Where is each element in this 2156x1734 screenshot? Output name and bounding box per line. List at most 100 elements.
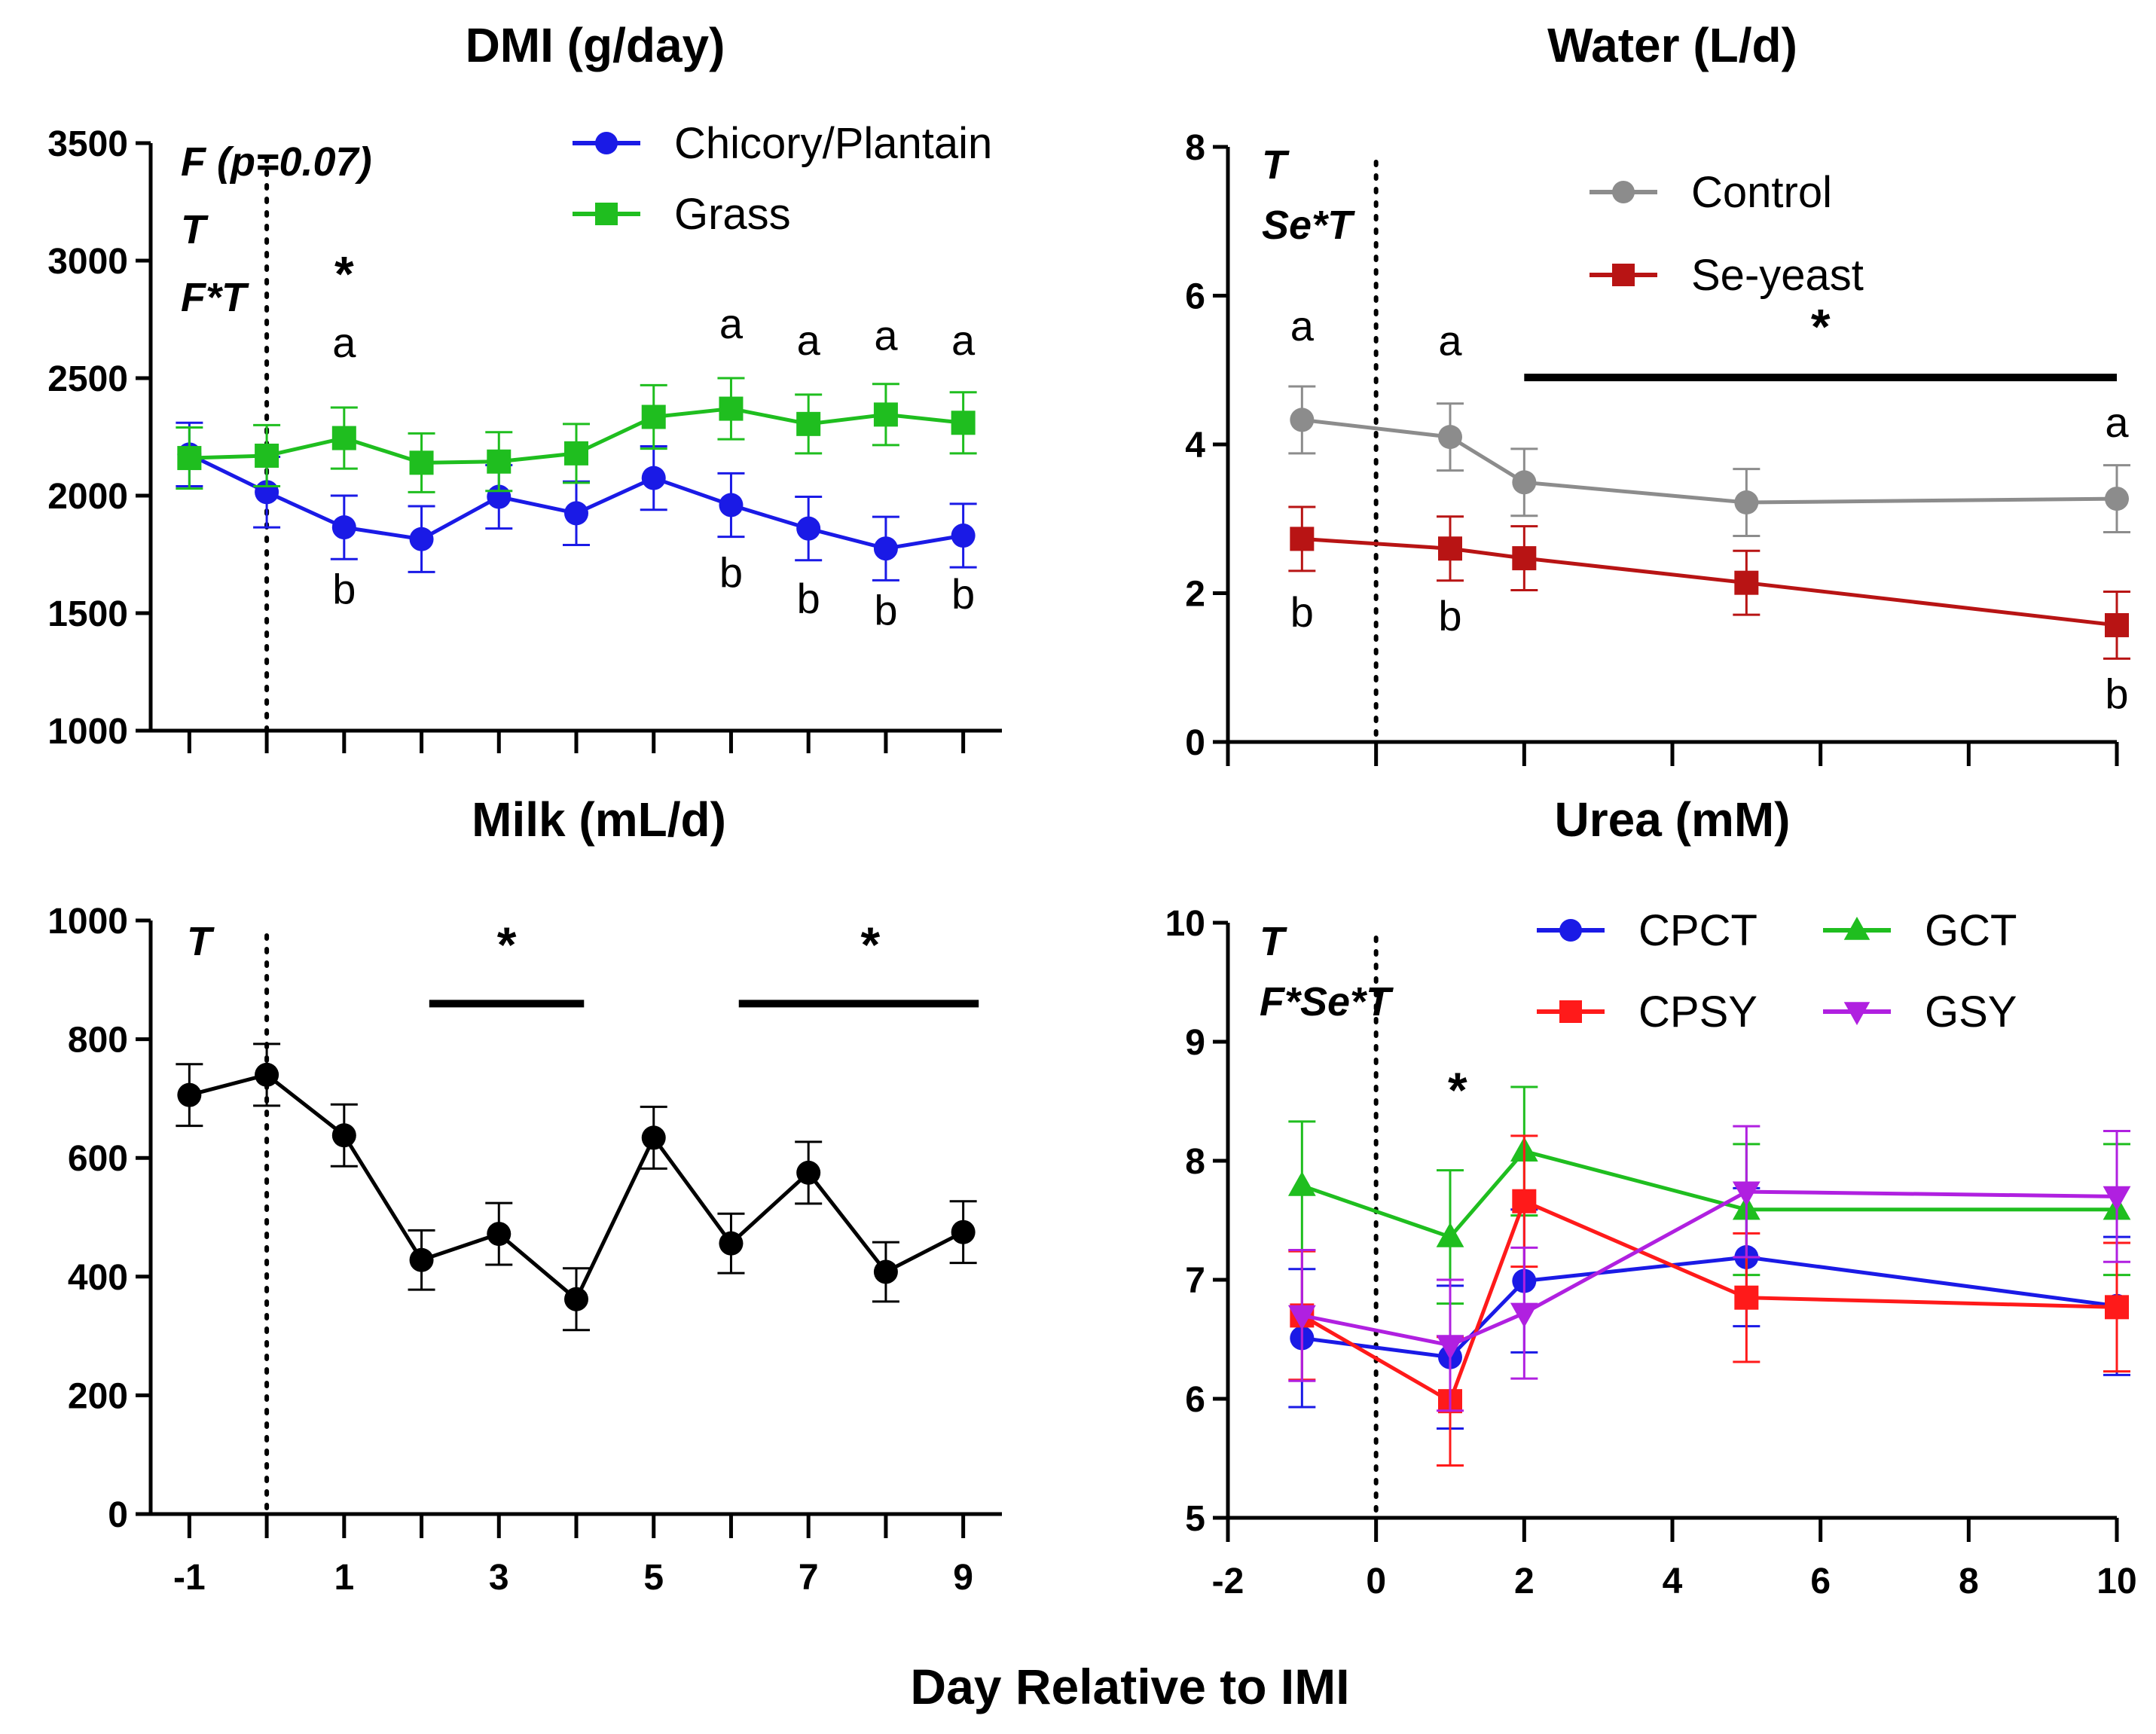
- chart-milk: Milk (mL/d) 0 200 400 600 800 1000 -1 1 3 5 7 9 T * *: [47, 792, 1002, 1598]
- y-tick-label: 5: [1185, 1499, 1205, 1539]
- effect-label: F*Se*T: [1260, 979, 1394, 1024]
- group-letter: a: [719, 300, 744, 347]
- significance-star: *: [1811, 299, 1831, 355]
- y-tick-label: 1000: [47, 712, 128, 752]
- legend-label: Se-yeast: [1691, 251, 1864, 300]
- legend-label: CPSY: [1638, 988, 1757, 1036]
- data-point: [564, 501, 588, 526]
- data-point: [873, 536, 898, 561]
- group-letter: a: [1290, 302, 1315, 350]
- data-point: [331, 515, 356, 540]
- data-point: [1734, 490, 1759, 515]
- data-point: [1510, 1302, 1538, 1328]
- y-tick-label: 3500: [47, 124, 128, 164]
- legend: CPCT GCT CPSY GSY: [1537, 906, 2017, 1036]
- series-line: [1302, 536, 2118, 627]
- y-tick-label: 8: [1185, 1142, 1205, 1182]
- legend-label: Chicory/Plantain: [674, 119, 992, 168]
- data-point: [2105, 612, 2129, 637]
- series-gsy: [1287, 1125, 2131, 1412]
- data-point: [1287, 1171, 1316, 1196]
- y-tick-label: 10: [1165, 904, 1205, 944]
- significance-star: *: [861, 917, 881, 972]
- data-point: [719, 493, 744, 517]
- data-point: [255, 1062, 279, 1087]
- legend-marker: [1843, 1002, 1870, 1025]
- legend-marker: [1612, 181, 1635, 203]
- data-point: [796, 516, 821, 541]
- y-tick-label: 2500: [47, 359, 128, 399]
- x-tick-label: 5: [643, 1558, 664, 1598]
- legend-label: Grass: [674, 190, 791, 239]
- y-tick-label: 2: [1185, 575, 1205, 615]
- y-tick-label: 1000: [47, 902, 128, 942]
- legend-marker: [1559, 1000, 1582, 1023]
- legend-marker: [595, 203, 618, 225]
- effect-label: F (p=0.07): [181, 139, 372, 185]
- group-letter: a: [332, 319, 356, 366]
- legend: Control Se-yeast: [1590, 168, 1864, 300]
- data-point: [255, 443, 279, 468]
- x-tick-label: 4: [1663, 1562, 1683, 1601]
- group-letter: b: [951, 570, 975, 618]
- x-tick-label: 9: [953, 1558, 973, 1598]
- group-letter: b: [2105, 670, 2128, 718]
- group-letter: a: [1438, 317, 1462, 365]
- y-tick-label: 9: [1185, 1023, 1205, 1063]
- series-line: [1301, 1189, 2118, 1348]
- data-point: [1734, 570, 1759, 595]
- data-point: [2105, 1295, 2129, 1320]
- data-point: [796, 411, 821, 436]
- data-point: [1734, 1285, 1759, 1310]
- data-point: [487, 1222, 512, 1247]
- effect-label: T: [1262, 142, 1290, 188]
- y-tick-label: 200: [68, 1376, 128, 1416]
- x-tick-label: -2: [1212, 1562, 1244, 1601]
- y-tick-label: 6: [1185, 277, 1205, 317]
- legend-marker: [1559, 919, 1582, 942]
- group-letter: b: [1290, 588, 1314, 636]
- significance-star: *: [334, 246, 354, 302]
- y-tick-label: 800: [68, 1021, 128, 1061]
- legend-label: GSY: [1925, 988, 2017, 1036]
- y-tick-label: 0: [1185, 723, 1205, 763]
- series-line: [1302, 1255, 2118, 1360]
- effect-label: T: [187, 919, 215, 964]
- x-tick-label: 6: [1810, 1562, 1831, 1601]
- chart-title: Milk (mL/d): [472, 792, 726, 847]
- group-letter: a: [2105, 398, 2129, 446]
- data-point: [1512, 546, 1537, 571]
- chart-title: DMI (g/day): [466, 18, 725, 72]
- series-milk: [176, 1043, 977, 1332]
- series-line: [1301, 1198, 2118, 1404]
- data-point: [1290, 527, 1315, 551]
- data-point: [177, 1082, 202, 1107]
- data-point: [331, 426, 356, 450]
- x-tick-label: 3: [489, 1558, 509, 1598]
- data-point: [1512, 1189, 1537, 1213]
- x-tick-label: -1: [173, 1558, 206, 1598]
- data-point: [409, 527, 434, 551]
- y-tick-label: 7: [1185, 1261, 1205, 1301]
- data-point: [1436, 1222, 1464, 1247]
- significance-star: *: [1448, 1062, 1467, 1118]
- y-tick-label: 400: [68, 1258, 128, 1298]
- x-tick-label: 1: [334, 1558, 354, 1598]
- data-point: [641, 466, 666, 490]
- y-tick-label: 2000: [47, 477, 128, 517]
- data-point: [1438, 425, 1462, 450]
- series-se-yeast: [1288, 505, 2130, 660]
- data-point: [409, 1247, 434, 1272]
- effect-label: T: [181, 207, 209, 252]
- data-point: [1438, 536, 1462, 561]
- data-point: [487, 449, 512, 474]
- chart-water: Water (L/d) 0 2 4 6 8 T Se*T a a a b b b * Control Se-ye…: [1185, 18, 2130, 766]
- data-point: [409, 450, 434, 475]
- group-letter: a: [797, 316, 821, 364]
- legend-marker: [1843, 917, 1870, 940]
- legend-marker: [595, 132, 618, 154]
- data-point: [1436, 1335, 1464, 1360]
- data-point: [2105, 487, 2129, 511]
- figure-x-label: Day Relative to IMI: [910, 1659, 1349, 1714]
